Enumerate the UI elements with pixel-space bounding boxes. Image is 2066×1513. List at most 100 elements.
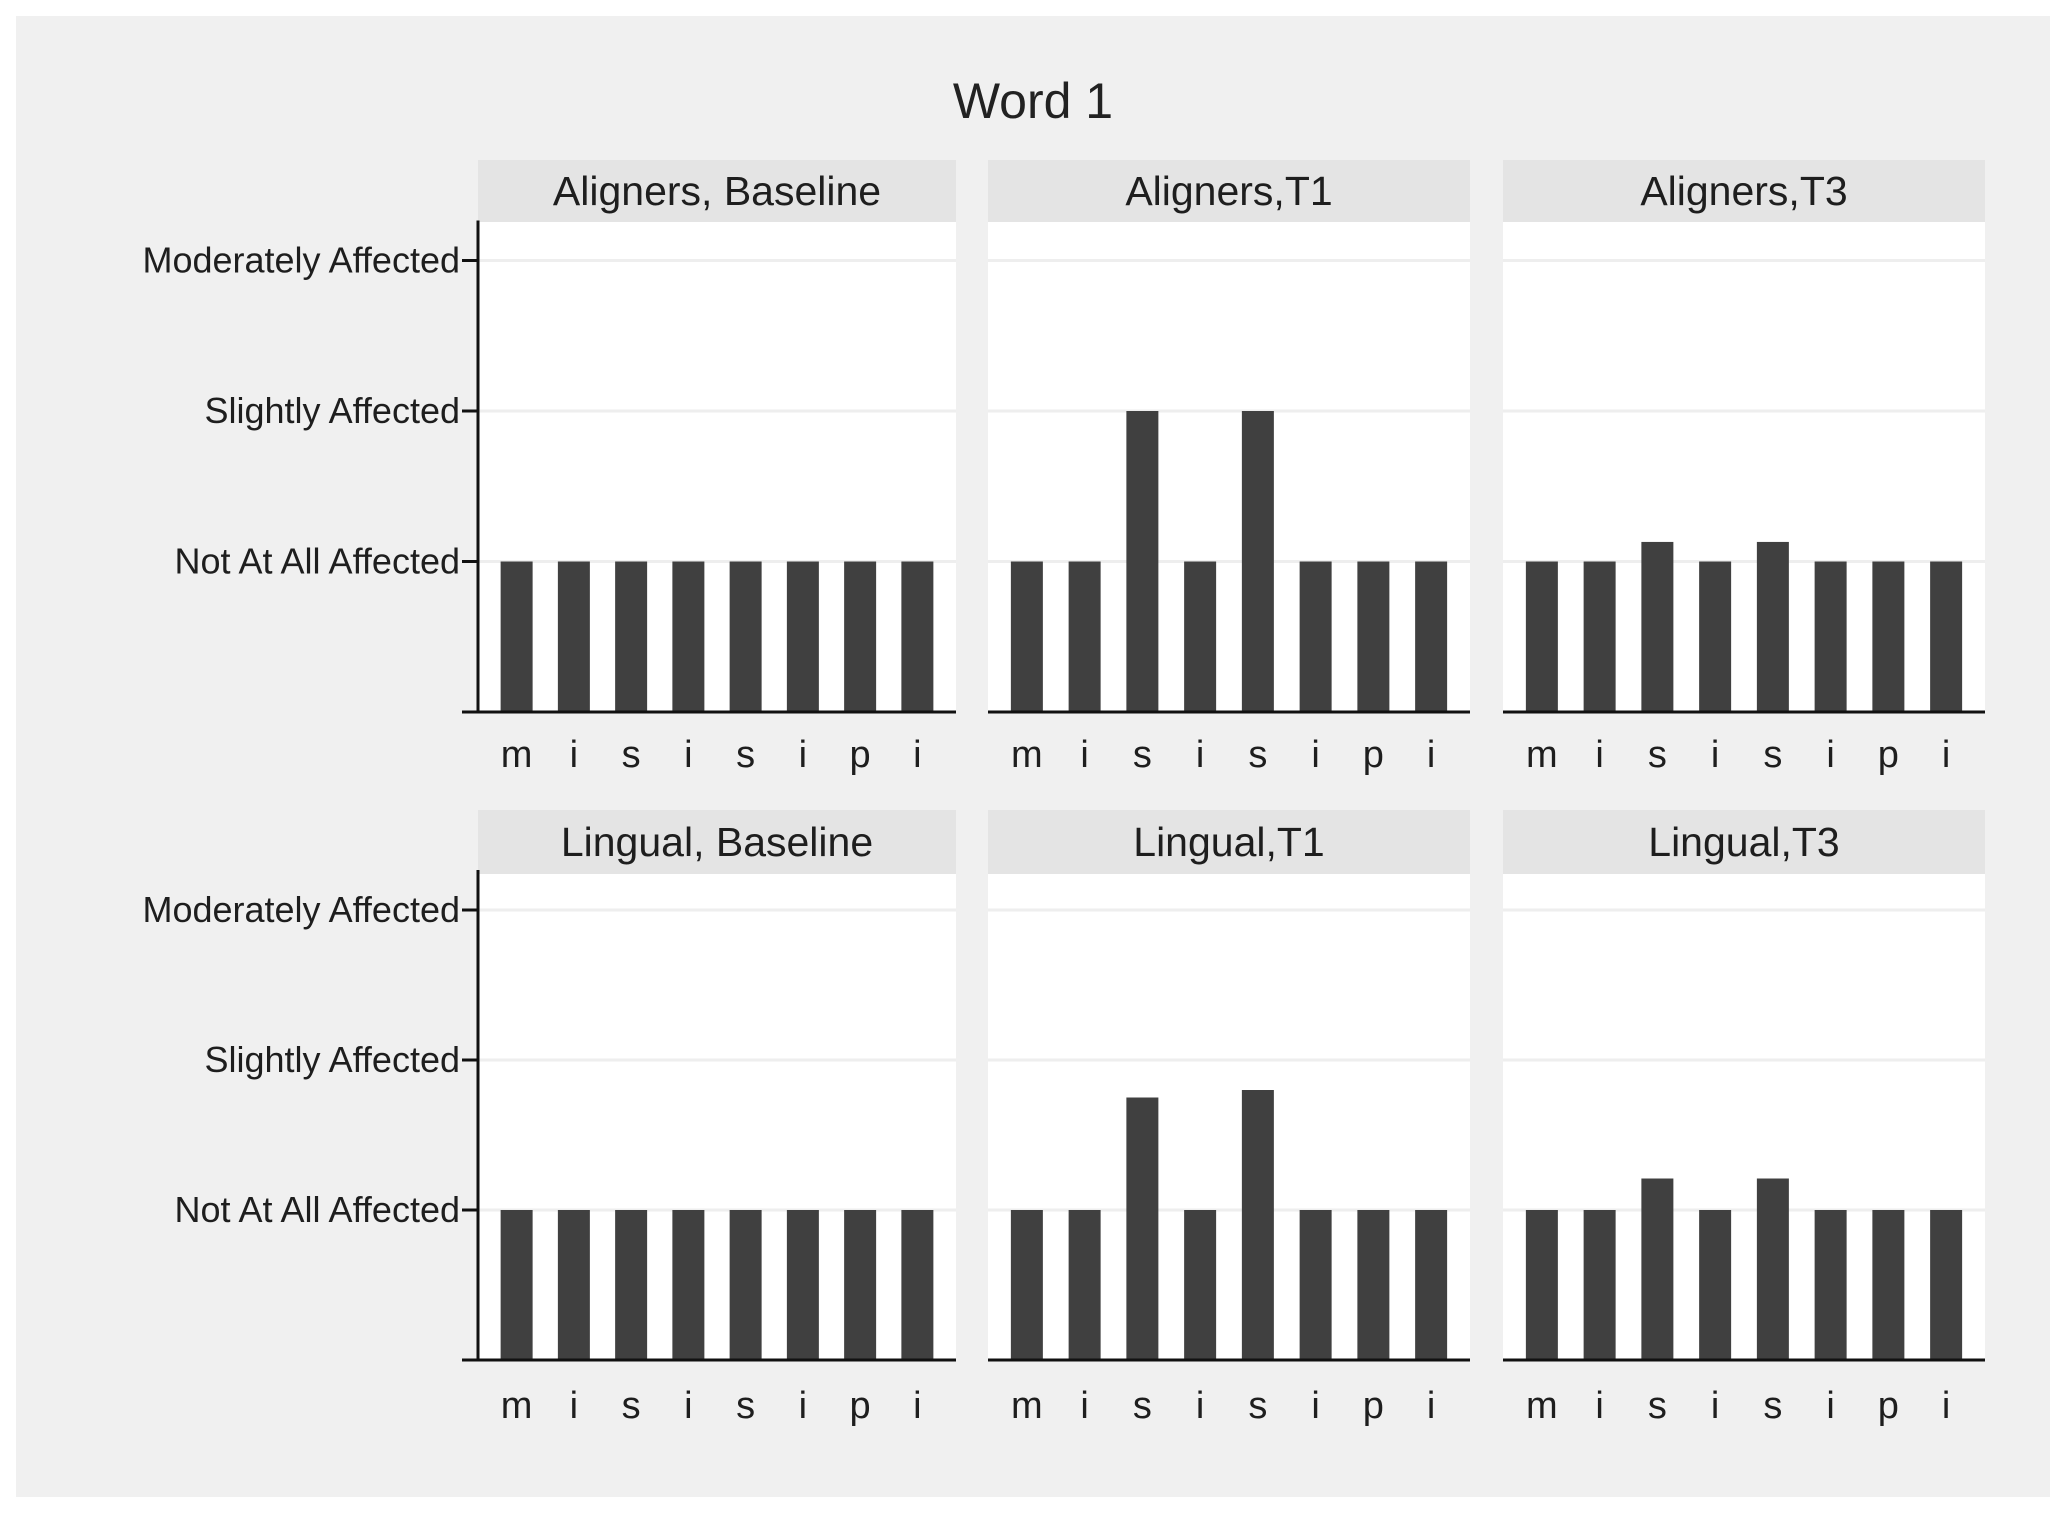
bar [1126,411,1159,712]
x-tick-label: i [1311,1385,1319,1427]
bar [1872,561,1905,712]
x-tick-label: i [570,734,578,776]
panel-strip [478,810,956,874]
bar [1872,1210,1905,1360]
bar [1357,561,1390,712]
bar [615,561,648,712]
x-tick-label: p [1878,1385,1899,1427]
x-tick-label: i [1080,1385,1088,1427]
bar [1184,1210,1217,1360]
bar [1930,561,1963,712]
x-tick-label: i [1826,1385,1834,1427]
x-tick-label: s [736,1385,755,1427]
x-tick-label: p [1363,1385,1384,1427]
panel-background [478,222,956,712]
bar [1415,1210,1448,1360]
bar [500,1210,533,1360]
bar [1299,561,1332,712]
x-tick-label: m [1526,734,1558,776]
bar [1525,561,1558,712]
x-tick-label: i [1427,1385,1435,1427]
bar [1930,1210,1963,1360]
panel-strip [1503,160,1985,222]
bar [1357,1210,1390,1360]
panel-title: Aligners,T1 [1125,168,1332,214]
bar [1299,1210,1332,1360]
x-tick-label: i [913,1385,921,1427]
panel-background [988,222,1470,712]
panel-title: Aligners, Baseline [553,168,881,214]
x-tick-label: p [1363,734,1384,776]
bar [1756,541,1789,712]
x-tick-label: m [1526,1385,1558,1427]
panel-background [1503,222,1985,712]
x-tick-label: s [1648,734,1667,776]
x-tick-label: i [1427,734,1435,776]
x-tick-label: i [1826,734,1834,776]
panel-title: Lingual,T1 [1133,819,1324,865]
bar [672,561,705,712]
x-tick-label: s [736,734,755,776]
x-tick-label: i [1311,734,1319,776]
bar [901,1210,934,1360]
x-tick-label: s [1648,1385,1667,1427]
panel-title: Lingual,T3 [1648,819,1839,865]
x-tick-label: m [501,1385,533,1427]
bar [615,1210,648,1360]
y-tick-label: Not At All Affected [174,1189,460,1230]
y-tick-label: Moderately Affected [142,240,460,281]
bar [1010,1210,1043,1360]
bar [1241,1090,1274,1360]
bar [1699,561,1732,712]
x-tick-label: m [501,734,533,776]
x-tick-label: s [1248,734,1267,776]
x-tick-label: p [850,734,871,776]
bar [1814,561,1847,712]
panel-strip [988,160,1470,222]
y-tick-label: Not At All Affected [174,541,460,582]
panel-2: Aligners,T1m i s i s i p i [988,160,1470,776]
panel-strip [478,160,956,222]
x-tick-label: i [1595,734,1603,776]
x-tick-label: s [1248,1385,1267,1427]
bar [1068,1210,1101,1360]
x-tick-label: i [684,1385,692,1427]
x-tick-label: i [799,734,807,776]
x-tick-label: i [1080,734,1088,776]
bar [1641,541,1674,712]
x-tick-label: i [570,1385,578,1427]
bar [1126,1097,1159,1360]
bar [1699,1210,1732,1360]
bar [1583,1210,1616,1360]
panel-strip [988,810,1470,874]
x-tick-label: i [1942,1385,1950,1427]
x-tick-label: i [1711,1385,1719,1427]
bar [1583,561,1616,712]
x-tick-label: i [913,734,921,776]
panel-5: Lingual,T1m i s i s i p i [988,810,1470,1427]
bar [1525,1210,1558,1360]
bar [729,1210,762,1360]
bar [500,561,533,712]
x-tick-label: s [1133,1385,1152,1427]
bar [844,561,877,712]
x-tick-label: s [622,1385,641,1427]
panel-title: Aligners,T3 [1640,168,1847,214]
x-tick-label: i [1196,1385,1204,1427]
bar [786,561,819,712]
x-tick-label: s [1133,734,1152,776]
chart-title: Word 1 [953,73,1113,129]
bar [557,1210,590,1360]
x-tick-label: i [1595,1385,1603,1427]
panel-background [1503,874,1985,1360]
bar [786,1210,819,1360]
bar [1415,561,1448,712]
x-tick-label: p [850,1385,871,1427]
x-tick-label: i [684,734,692,776]
y-tick-label: Moderately Affected [142,889,460,930]
bar [1641,1178,1674,1360]
panel-background [988,874,1470,1360]
y-tick-label: Slightly Affected [205,390,461,431]
